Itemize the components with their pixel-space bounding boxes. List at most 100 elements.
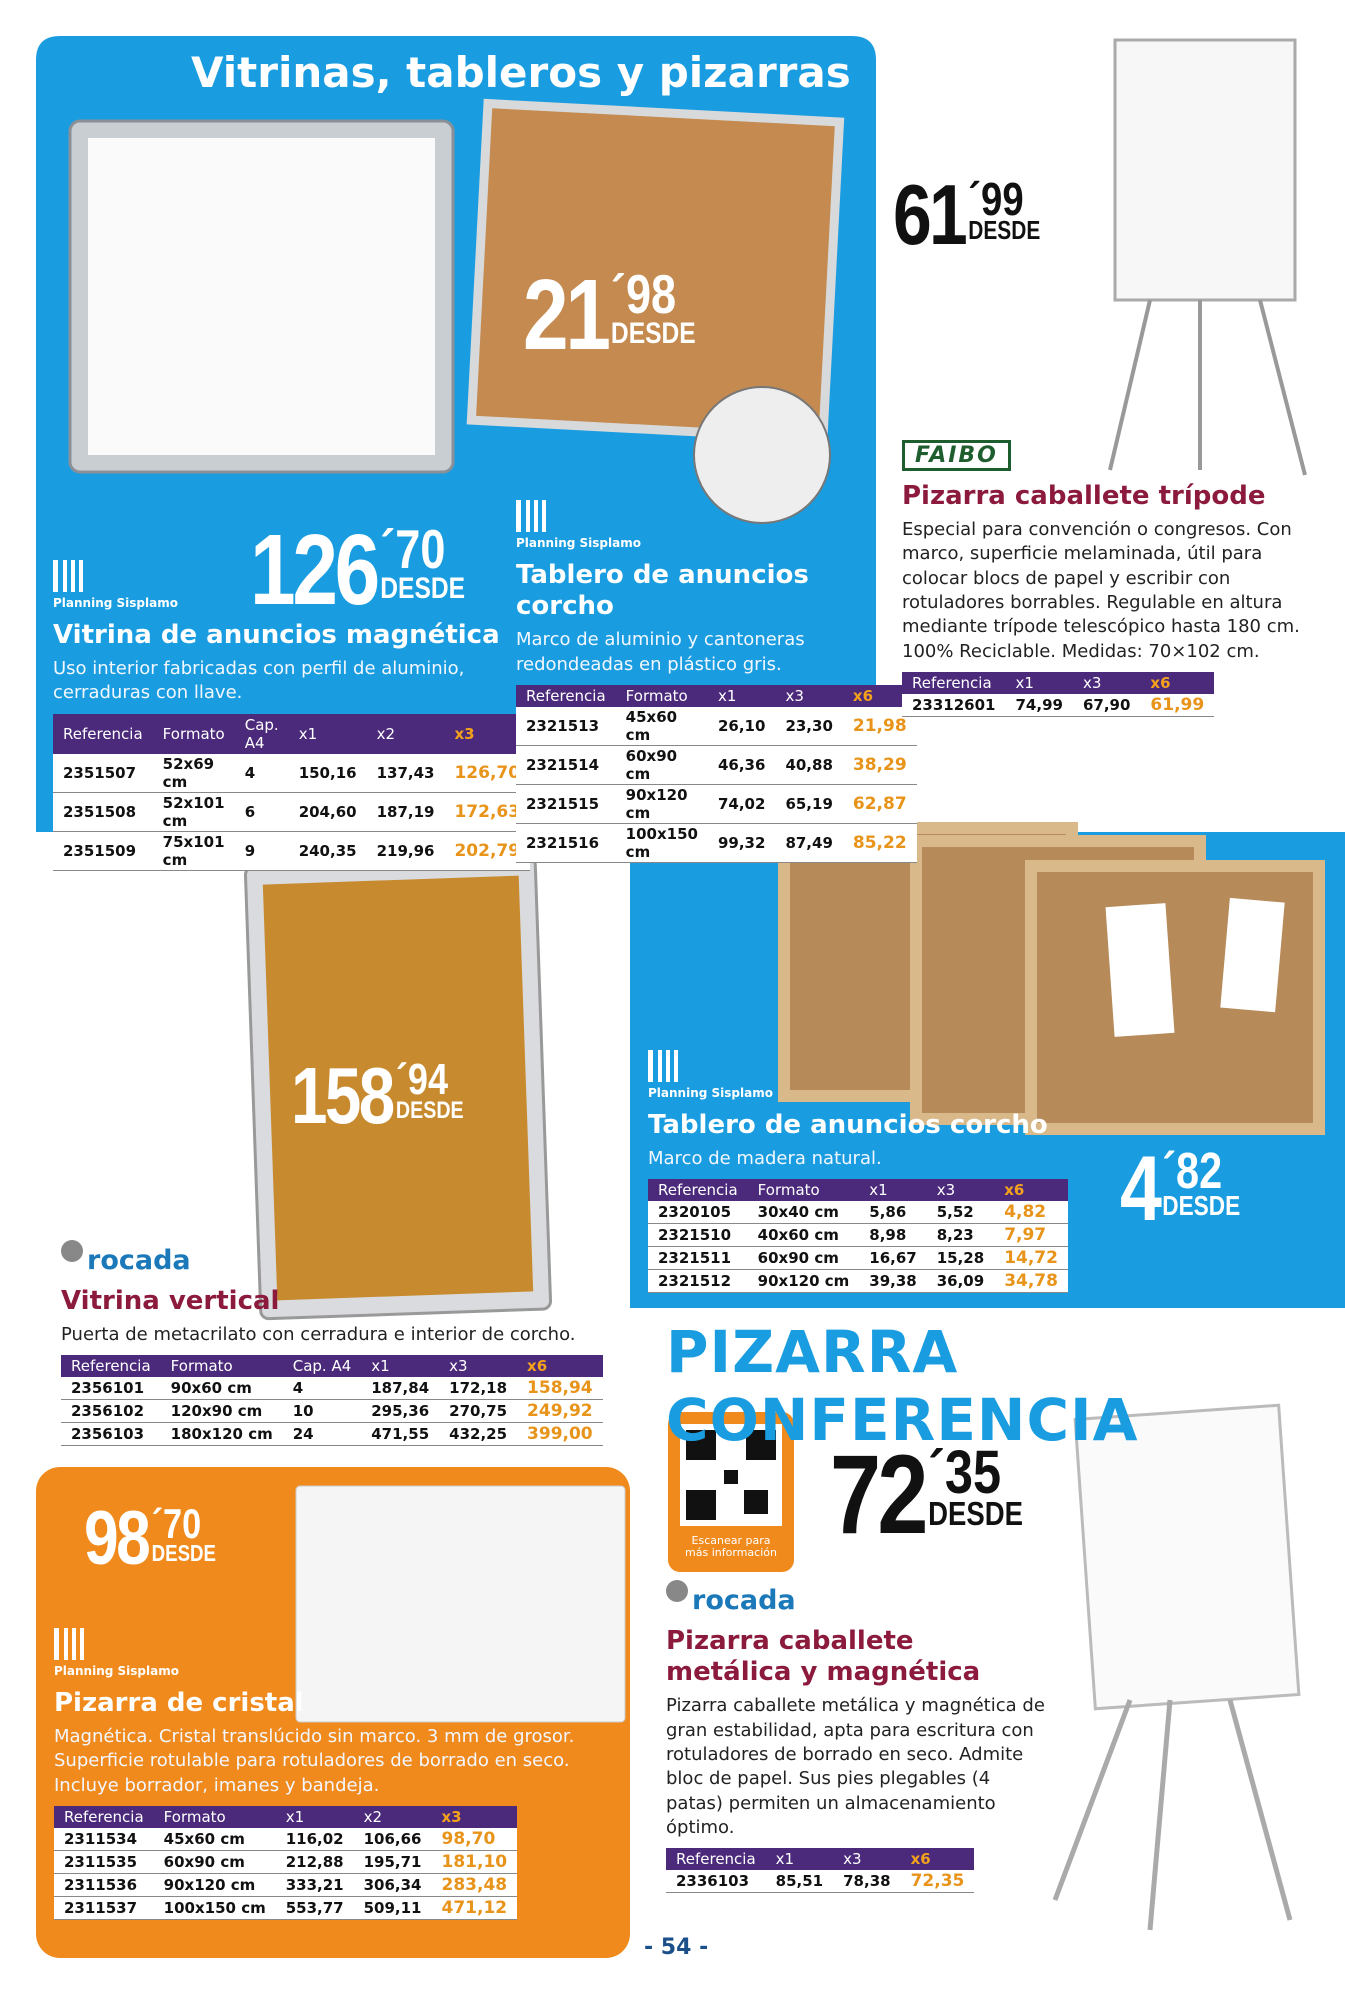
product-title: Tablero de anuncios corcho bbox=[648, 1110, 1048, 1140]
table-cell: 270,75 bbox=[439, 1399, 518, 1424]
header-cell: Referencia bbox=[516, 684, 616, 707]
price-cents: ´35 bbox=[928, 1438, 1002, 1507]
header-cell: Formato bbox=[615, 684, 708, 707]
price-badge: 61 ´99 DESDE bbox=[893, 173, 1040, 257]
table-cell: 99,32 bbox=[707, 823, 776, 863]
table-header: Referencia Formato Cap. A4 x1 x3 x6 bbox=[61, 1355, 603, 1378]
table-cell: 195,71 bbox=[353, 1850, 432, 1875]
table-cell: 30x40 cm bbox=[747, 1201, 860, 1225]
product-title: Pizarra caballete trípode bbox=[902, 481, 1266, 511]
table-cell: 283,48 bbox=[431, 1873, 518, 1898]
price-table: Referencia x1 x3 x6 23312601 74,99 67,90 61,99 bbox=[902, 671, 1215, 717]
price-label: DESDE bbox=[380, 571, 466, 605]
brand-name: Planning Sisplamo bbox=[53, 596, 178, 610]
table-cell: 90x60 cm bbox=[160, 1377, 283, 1401]
table-cell: 509,11 bbox=[353, 1896, 432, 1921]
table-row: 2311535 60x90 cm 212,88 195,71 181,10 bbox=[54, 1850, 518, 1875]
table-cell: 2356103 bbox=[61, 1422, 161, 1447]
product-title: Pizarra de cristal bbox=[54, 1688, 304, 1718]
header-cell: x6 bbox=[994, 1179, 1068, 1202]
table-cell: 36,09 bbox=[926, 1269, 995, 1294]
table-cell: 2321511 bbox=[648, 1246, 748, 1271]
product: Planning Sisplamo Tablero de anuncios cor… bbox=[648, 1050, 1088, 1294]
table-row: 2336103 85,51 78,38 72,35 bbox=[666, 1870, 975, 1894]
metal-flipchart-image bbox=[1052, 1403, 1301, 1931]
price-badge: 72 ´35 DESDE bbox=[830, 1438, 1023, 1551]
price-cents: ´99 bbox=[968, 173, 1024, 225]
brand-icon bbox=[61, 1240, 83, 1262]
table-cell: 120x90 cm bbox=[160, 1399, 283, 1424]
product-title: Tablero de anuncios corcho bbox=[516, 560, 809, 622]
product-description: Magnética. Cristal translúcido sin marco… bbox=[54, 1726, 575, 1796]
table-cell: 150,16 bbox=[288, 753, 367, 793]
table-cell: 4,82 bbox=[994, 1201, 1068, 1225]
price-badge: 4 ´82 DESDE bbox=[1120, 1142, 1241, 1235]
header-cell: Formato bbox=[747, 1179, 860, 1202]
page-number: - 54 - bbox=[644, 1935, 709, 1960]
header-cell: Referencia bbox=[54, 1806, 154, 1829]
table-cell: 2356102 bbox=[61, 1399, 161, 1424]
table-cell: 2311536 bbox=[54, 1873, 154, 1898]
detail-circle bbox=[693, 386, 831, 524]
price-label: DESDE bbox=[1162, 1189, 1241, 1221]
page-title: Vitrinas, tableros y pizarras bbox=[191, 48, 851, 97]
table-cell: 116,02 bbox=[275, 1828, 354, 1852]
flipchart-image bbox=[1113, 38, 1297, 302]
table-cell: 172,63 bbox=[444, 792, 531, 832]
table-cell: 333,21 bbox=[275, 1873, 354, 1898]
table-cell: 85,51 bbox=[765, 1870, 834, 1894]
product: rocada Vitrina vertical Puerta de metacril… bbox=[61, 1240, 621, 1447]
price-label: DESDE bbox=[928, 1496, 1023, 1534]
header-cell: Referencia bbox=[53, 713, 153, 754]
table-row: 2311536 90x120 cm 333,21 306,34 283,48 bbox=[54, 1873, 518, 1898]
table-cell: 90x120 cm bbox=[747, 1269, 860, 1294]
brand-icon bbox=[54, 1628, 92, 1660]
table-cell: 181,10 bbox=[431, 1850, 518, 1875]
table-cell: 2321513 bbox=[516, 706, 616, 746]
table-cell: 295,36 bbox=[361, 1399, 440, 1424]
table-cell: 2321512 bbox=[648, 1269, 748, 1294]
table-row: 2356103 180x120 cm 24 471,55 432,25 399,00 bbox=[61, 1422, 603, 1447]
header-cell: x1 bbox=[288, 713, 367, 754]
table-cell: 8,23 bbox=[926, 1223, 995, 1248]
price-badge: 98 ´70 DESDE bbox=[84, 1500, 216, 1576]
header-cell: Referencia bbox=[666, 1848, 766, 1871]
table-cell: 39,38 bbox=[859, 1269, 927, 1294]
table-cell: 15,28 bbox=[926, 1246, 995, 1271]
brand: rocada bbox=[61, 1240, 621, 1276]
table-cell: 9 bbox=[234, 831, 289, 871]
price-table: Referencia Formato Cap. A4 x1 x2 x3 2351507 52x… bbox=[53, 713, 531, 871]
header-cell: Referencia bbox=[902, 671, 1006, 694]
header-cell: Referencia bbox=[648, 1179, 748, 1202]
header-cell: Formato bbox=[160, 1355, 283, 1378]
table-cell: 61,99 bbox=[1140, 693, 1215, 717]
price-cents: ´82 bbox=[1162, 1142, 1223, 1199]
table-cell: 106,66 bbox=[353, 1828, 432, 1852]
table-row: 2351508 52x101 cm 6 204,60 187,19 172,63 bbox=[53, 792, 531, 832]
table-row: 2351509 75x101 cm 9 240,35 219,96 202,79 bbox=[53, 831, 531, 871]
table-header: Referencia Formato x1 x3 x6 bbox=[516, 684, 917, 707]
table-cell: 212,88 bbox=[275, 1850, 354, 1875]
table-cell: 98,70 bbox=[431, 1828, 518, 1852]
header-cell: x3 bbox=[926, 1179, 995, 1202]
product: Planning Sisplamo Vitrina de anuncios mag… bbox=[53, 560, 531, 871]
section-heading: PIZARRA CONFERENCIA bbox=[666, 1318, 1139, 1454]
table-cell: 2356101 bbox=[61, 1377, 161, 1401]
table-header: Referencia x1 x3 x6 bbox=[666, 1848, 975, 1871]
qr-pattern bbox=[686, 1430, 776, 1520]
price-table: Referencia Formato x1 x3 x6 2320105 30x40 cm 5,… bbox=[648, 1179, 1068, 1294]
product: FAIBO Pizarra caballete trípode Especial p… bbox=[902, 440, 1322, 717]
price-badge: 21 ´98 DESDE bbox=[523, 265, 696, 365]
brand-name: rocada bbox=[87, 1245, 191, 1276]
header-cell: x6 bbox=[842, 684, 917, 707]
table-cell: 16,67 bbox=[859, 1246, 927, 1271]
brand-name: Planning Sisplamo bbox=[648, 1086, 773, 1100]
table-cell: 45x60 cm bbox=[615, 706, 708, 746]
table-cell: 75x101 cm bbox=[152, 831, 235, 871]
table-cell: 2351508 bbox=[53, 792, 153, 832]
header-cell: x3 bbox=[439, 1355, 518, 1378]
table-row: 2321516 100x150 cm 99,32 87,49 85,22 bbox=[516, 823, 917, 863]
header-cell: x3 bbox=[775, 684, 843, 707]
product-description: Especial para convención o congresos. Co… bbox=[902, 519, 1300, 662]
